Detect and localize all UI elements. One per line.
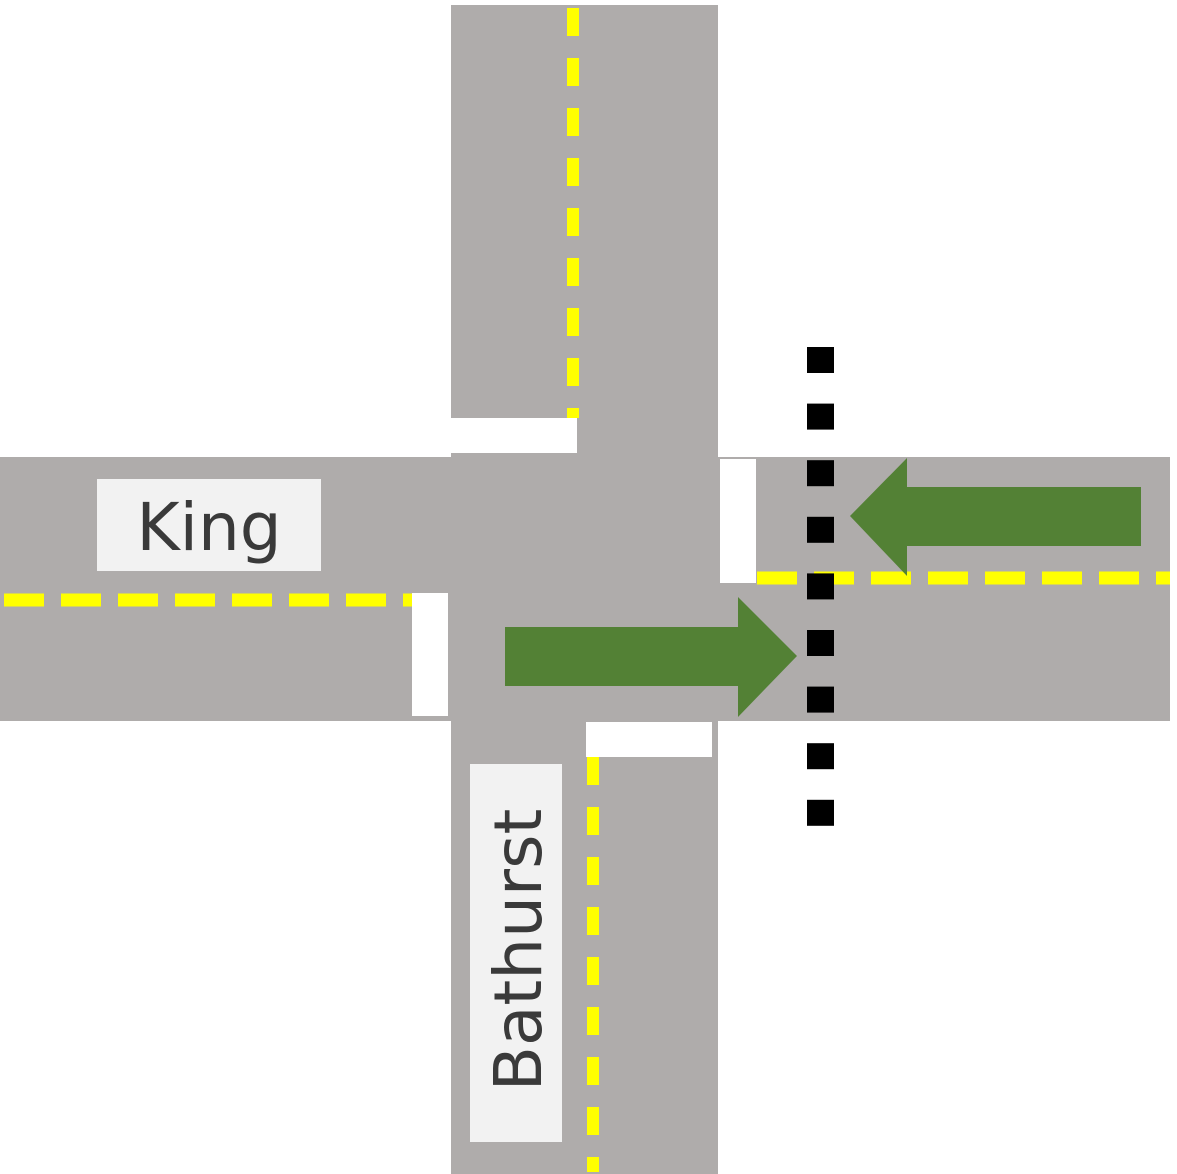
boundary-dot [807, 347, 834, 373]
boundary-dot [807, 516, 834, 543]
king-label-text: King [136, 489, 281, 566]
boundary-dot [807, 403, 834, 430]
bathurst-label-box [470, 764, 562, 1142]
stop-line-east [720, 459, 756, 583]
stop-line-north [451, 418, 577, 453]
westbound-arrow [850, 458, 1141, 576]
boundary-dot [807, 460, 834, 487]
bathurst-label-text: Bathurst [480, 809, 557, 1092]
boundary-dot [807, 630, 834, 656]
eastbound-arrow [505, 597, 797, 717]
boundary-dot [807, 686, 834, 713]
stop-line-south [586, 722, 712, 757]
stop-line-west [412, 593, 448, 716]
boundary-dot [807, 743, 834, 770]
boundary-dot [807, 573, 834, 600]
boundary-dotted-line [807, 347, 834, 826]
king-label: King [97, 479, 321, 571]
boundary-dot [807, 799, 834, 826]
king-label-box [97, 479, 321, 571]
bathurst-label: Bathurst [470, 764, 562, 1142]
